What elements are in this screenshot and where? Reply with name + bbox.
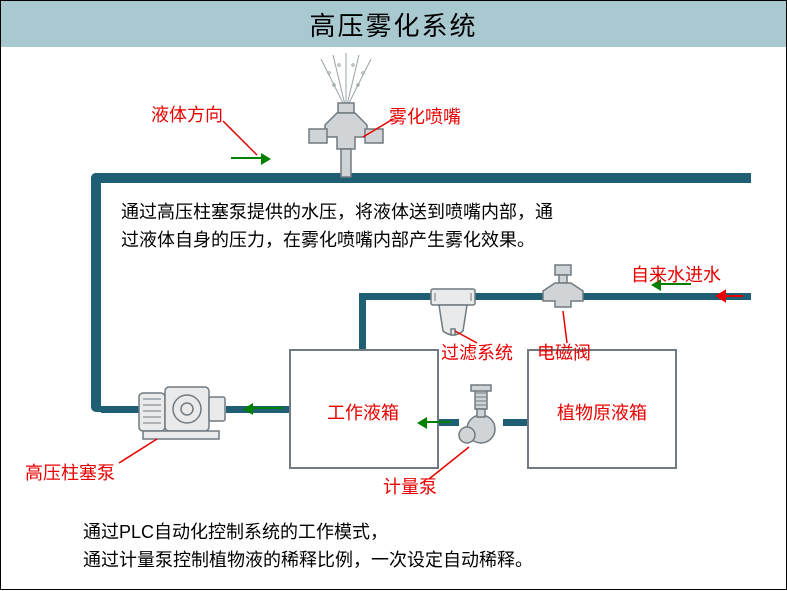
title-text: 高压雾化系统 bbox=[309, 6, 477, 43]
filter-icon bbox=[429, 279, 477, 341]
work-tank-box: 工作液箱 bbox=[289, 349, 439, 469]
hp-plunger-pump-icon bbox=[139, 373, 229, 445]
p2-line2: 通过计量泵控制植物液的稀释比例，一次设定自动稀释。 bbox=[83, 547, 533, 575]
paragraph-2: 通过PLC自动化控制系统的工作模式， 通过计量泵控制植物液的稀释比例，一次设定自… bbox=[83, 519, 533, 575]
pipe-left-to-pump bbox=[101, 406, 141, 413]
label-flow-direction: 液体方向 bbox=[151, 101, 223, 127]
pipe-top-main bbox=[91, 173, 751, 183]
solenoid-valve-icon bbox=[541, 263, 585, 311]
p1-line1: 通过高压柱塞泵提供的水压，将液体送到喷嘴内部，通 bbox=[121, 199, 553, 227]
pipe-tank-vert bbox=[359, 293, 366, 349]
p1-line2: 过液体自身的压力，在雾化喷嘴内部产生雾化效果。 bbox=[121, 227, 553, 255]
title-bar: 高压雾化系统 bbox=[1, 1, 786, 47]
pipe-left-drop bbox=[91, 173, 101, 412]
paragraph-1: 通过高压柱塞泵提供的水压，将液体送到喷嘴内部，通 过液体自身的压力，在雾化喷嘴内… bbox=[121, 199, 553, 255]
label-atomizing-nozzle: 雾化喷嘴 bbox=[389, 103, 461, 129]
plant-tank-label: 植物原液箱 bbox=[557, 399, 647, 425]
label-tap-water-in: 自来水进水 bbox=[631, 261, 721, 287]
label-filter-system: 过滤系统 bbox=[441, 339, 513, 365]
atomizing-nozzle-icon bbox=[301, 53, 391, 177]
pipe-water-in bbox=[583, 293, 751, 300]
label-solenoid-valve: 电磁阀 bbox=[537, 339, 591, 365]
p2-line1: 通过PLC自动化控制系统的工作模式， bbox=[83, 519, 533, 547]
pipe-water-left bbox=[359, 293, 431, 300]
diagram-stage: 高压雾化系统 工作液箱 植物原液箱 bbox=[0, 0, 787, 590]
metering-pump-icon bbox=[457, 385, 507, 451]
label-hp-plunger-pump: 高压柱塞泵 bbox=[25, 459, 115, 485]
pipe-water-mid bbox=[475, 293, 543, 300]
plant-tank-box: 植物原液箱 bbox=[527, 349, 677, 469]
work-tank-label: 工作液箱 bbox=[327, 399, 399, 425]
label-metering-pump: 计量泵 bbox=[383, 473, 437, 499]
